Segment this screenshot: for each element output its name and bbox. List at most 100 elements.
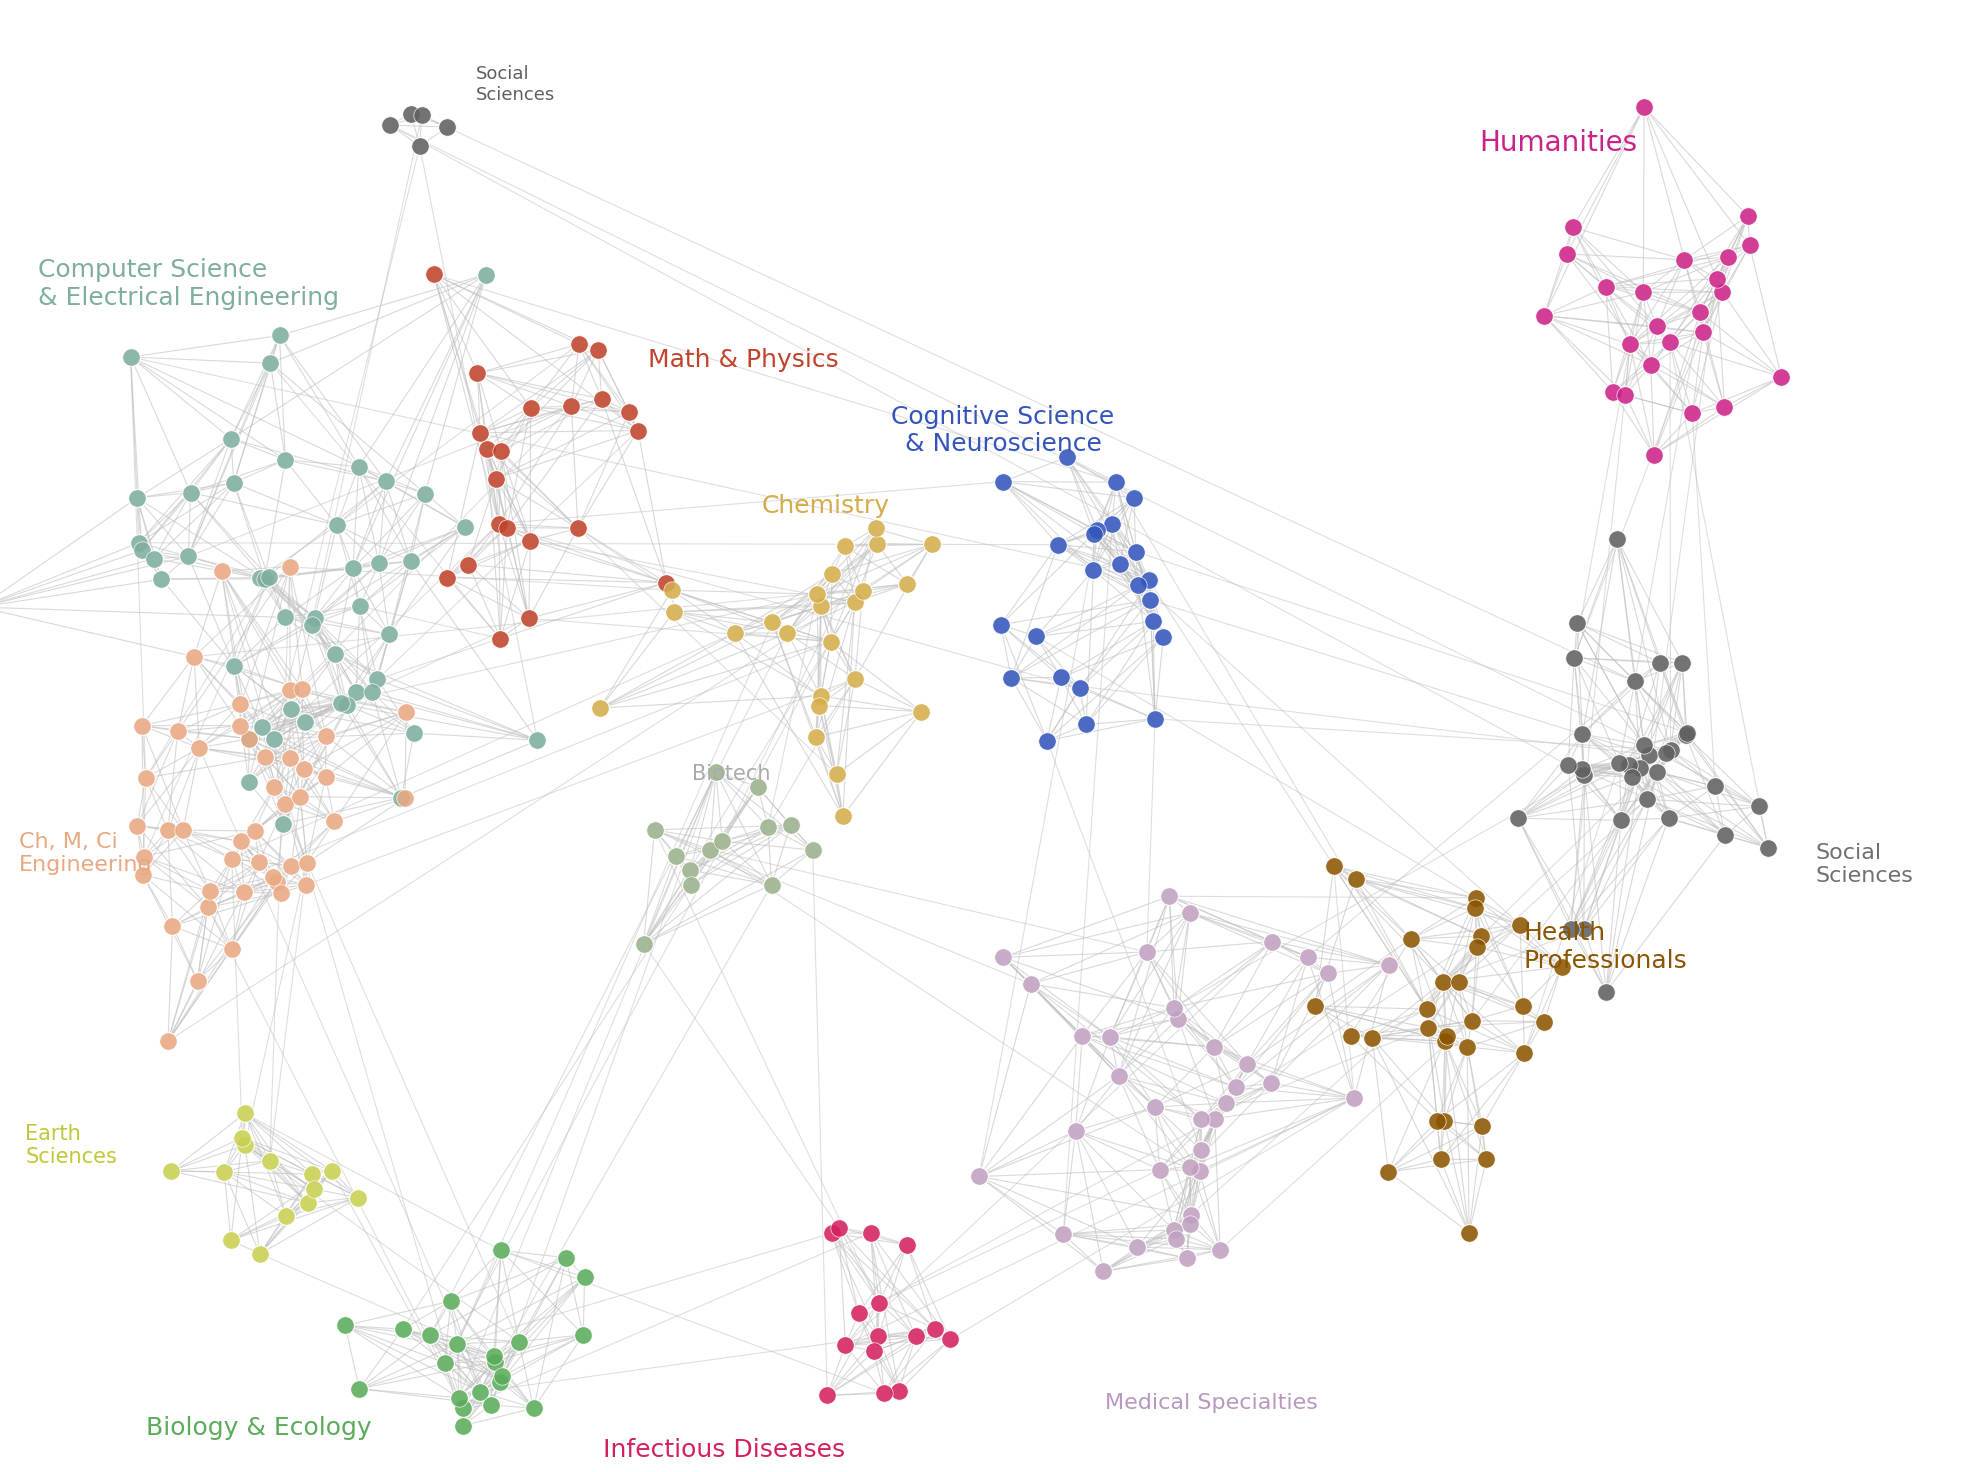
Point <box>563 333 594 356</box>
Point <box>209 1160 240 1183</box>
Point <box>297 1163 329 1186</box>
Point <box>584 696 616 720</box>
Point <box>1045 665 1076 689</box>
Point <box>829 534 860 558</box>
Point <box>1185 1107 1216 1130</box>
Point <box>1568 917 1600 941</box>
Point <box>1338 1086 1370 1110</box>
Point <box>586 387 618 411</box>
Text: Social
Sciences: Social Sciences <box>476 65 555 105</box>
Point <box>258 866 289 889</box>
Point <box>254 565 285 589</box>
Point <box>1157 1219 1189 1242</box>
Point <box>157 914 189 938</box>
Point <box>246 715 277 739</box>
Point <box>276 854 307 877</box>
Point <box>1102 1064 1134 1088</box>
Point <box>254 1148 285 1172</box>
Point <box>356 680 388 704</box>
Point <box>342 1186 374 1210</box>
Point <box>899 1325 931 1348</box>
Point <box>270 792 301 815</box>
Point <box>1628 733 1659 757</box>
Point <box>1094 1025 1126 1048</box>
Point <box>152 1029 183 1052</box>
Point <box>1185 1158 1216 1182</box>
Point <box>522 729 553 752</box>
Point <box>291 1191 323 1214</box>
Point <box>1610 383 1641 406</box>
Point <box>838 667 870 690</box>
Point <box>1620 670 1651 693</box>
Point <box>1299 994 1330 1017</box>
Point <box>250 745 281 768</box>
Point <box>390 701 421 724</box>
Point <box>1602 527 1633 551</box>
Point <box>614 400 646 424</box>
Point <box>270 792 301 815</box>
Point <box>388 1317 419 1341</box>
Point <box>742 776 773 799</box>
Point <box>1374 952 1405 976</box>
Point <box>398 721 429 745</box>
Point <box>1466 924 1498 948</box>
Point <box>486 1365 518 1388</box>
Point <box>464 1379 496 1403</box>
Point <box>655 578 687 602</box>
Point <box>175 481 207 505</box>
Point <box>270 1204 301 1228</box>
Point <box>1334 1025 1366 1048</box>
Point <box>1529 303 1561 327</box>
Point <box>216 846 248 870</box>
Point <box>340 680 372 704</box>
Point <box>1256 1072 1287 1095</box>
Point <box>429 1351 461 1375</box>
Point <box>207 559 238 583</box>
Point <box>417 262 449 286</box>
Point <box>1171 1247 1202 1270</box>
Point <box>295 612 327 636</box>
Point <box>1669 247 1700 271</box>
Point <box>1313 961 1344 985</box>
Point <box>441 1332 472 1356</box>
Point <box>864 1291 895 1314</box>
Point <box>640 818 671 842</box>
Point <box>329 1313 360 1337</box>
Point <box>218 471 250 495</box>
Point <box>480 467 512 490</box>
Point <box>321 514 352 537</box>
Point <box>805 684 836 708</box>
Point <box>291 873 323 896</box>
Point <box>1088 1260 1120 1284</box>
Point <box>209 1160 240 1183</box>
Point <box>862 531 893 555</box>
Point <box>250 567 281 590</box>
Point <box>342 455 374 478</box>
Point <box>1204 1238 1236 1262</box>
Point <box>1507 994 1539 1017</box>
Point <box>567 1323 598 1347</box>
Point <box>659 845 691 868</box>
Point <box>478 1350 510 1373</box>
Point <box>291 1191 323 1214</box>
Point <box>374 623 405 646</box>
Point <box>695 838 726 861</box>
Point <box>1655 330 1687 353</box>
Point <box>195 879 226 902</box>
Point <box>675 873 707 896</box>
Point <box>1561 611 1592 634</box>
Point <box>1452 1035 1484 1058</box>
Point <box>274 555 305 578</box>
Point <box>846 580 878 604</box>
Point <box>1134 568 1165 592</box>
Point <box>1466 924 1498 948</box>
Point <box>1590 275 1622 299</box>
Point <box>1557 215 1588 238</box>
Point <box>1153 885 1185 908</box>
Point <box>258 727 289 751</box>
Point <box>821 762 852 786</box>
Point <box>1466 1114 1498 1138</box>
Point <box>1340 867 1372 891</box>
Point <box>1094 1025 1126 1048</box>
Point <box>1655 739 1687 762</box>
